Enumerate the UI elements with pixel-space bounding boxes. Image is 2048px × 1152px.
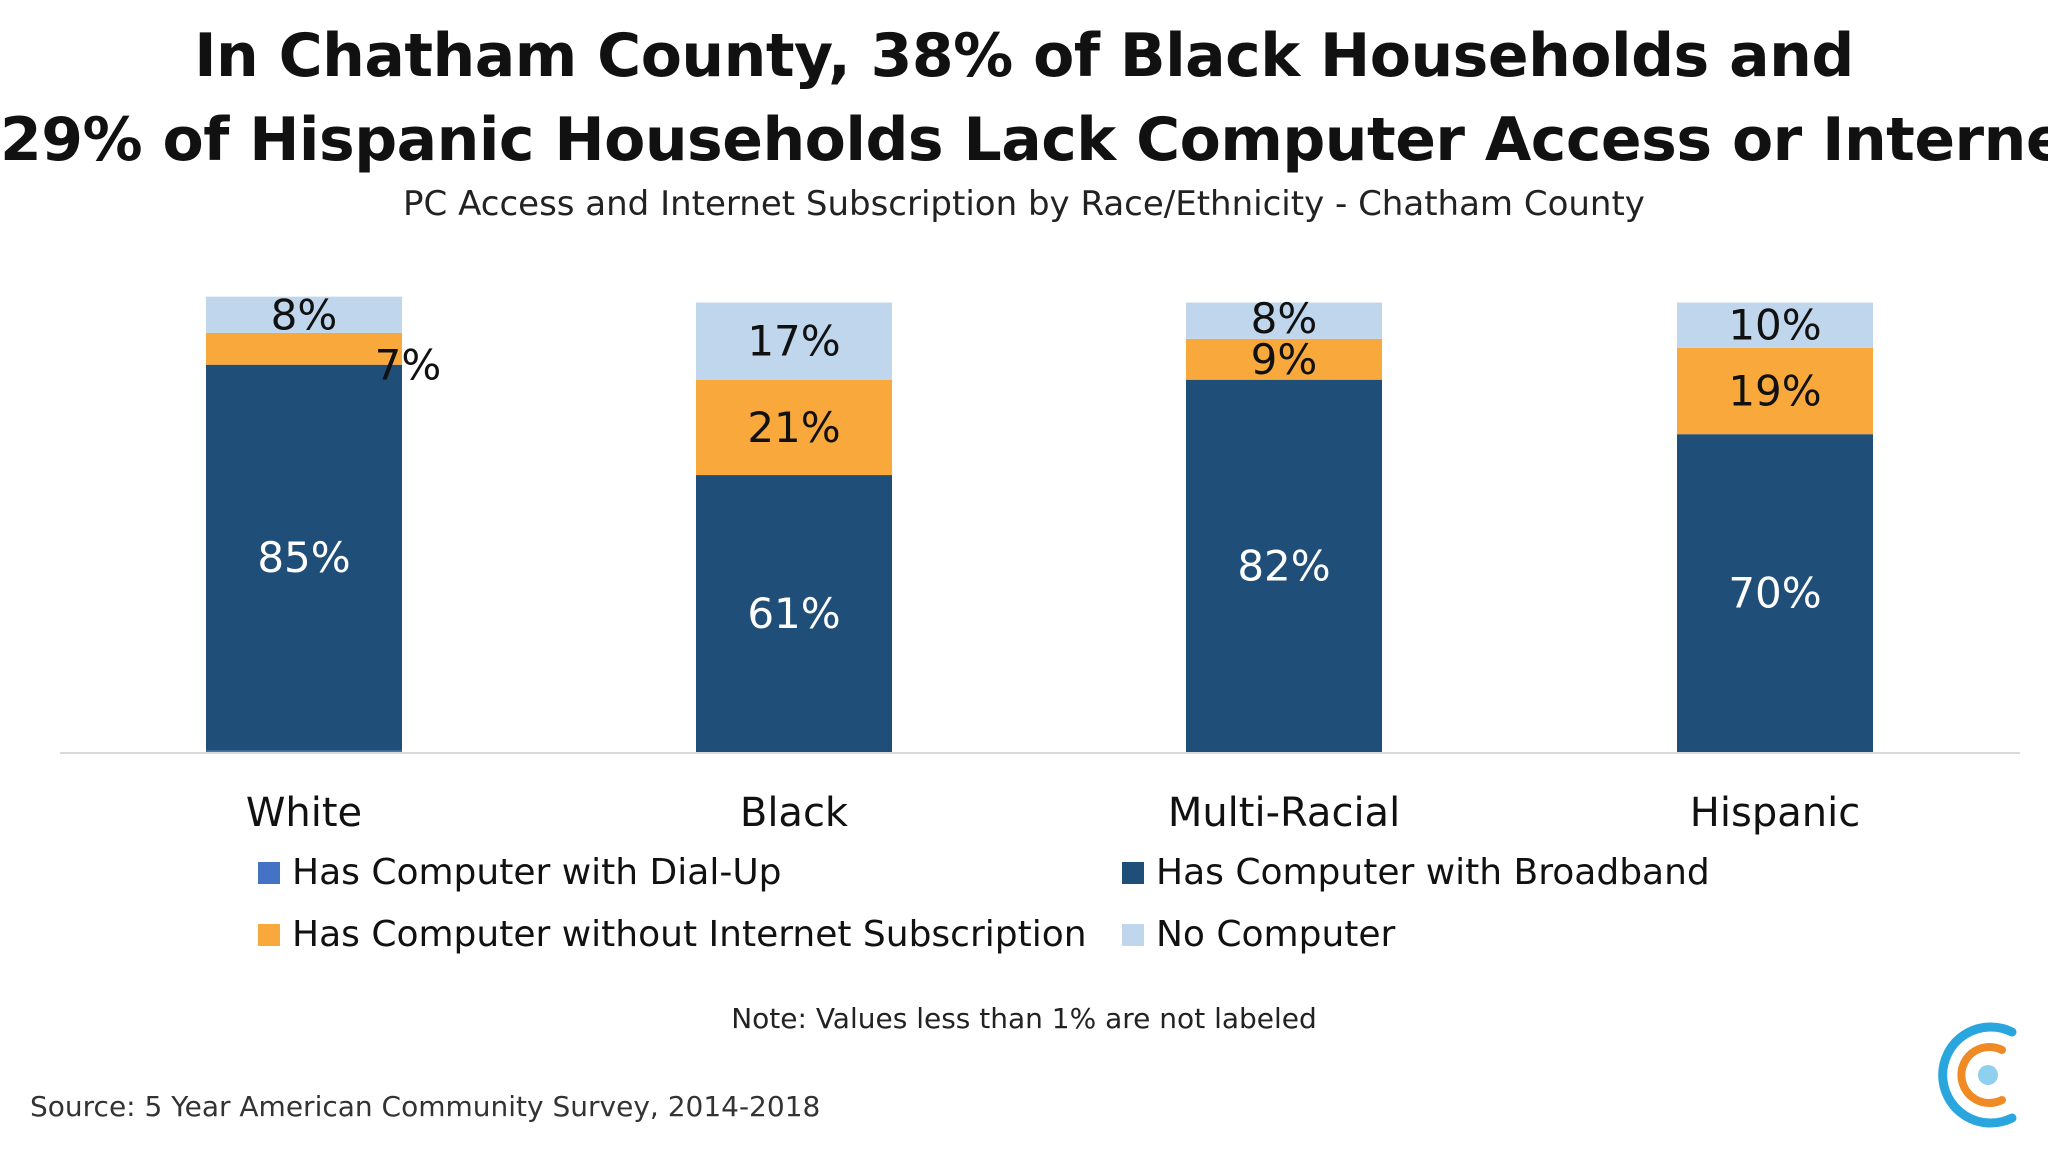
data-label-black-no-internet: 21%: [747, 403, 840, 452]
data-label-black-no-computer: 17%: [747, 317, 840, 366]
bar-multi-racial-no-computer: [1186, 302, 1382, 339]
title-line-2: 29% of Hispanic Households Lack Computer…: [0, 105, 2048, 175]
bar-hispanic-no-computer: [1677, 302, 1873, 348]
category-label-multi-racial: Multi-Racial: [1168, 790, 1400, 836]
category-label-white: White: [246, 790, 362, 836]
bar-white-no-computer: [206, 296, 402, 333]
data-label-multi-racial-broadband: 82%: [1237, 541, 1330, 590]
logo-outer-arc: [1938, 1022, 2017, 1128]
bar-multi-racial-broadband: [1186, 379, 1382, 752]
data-label-white-no-computer: 8%: [271, 290, 338, 339]
bar-black-no-internet: [696, 379, 892, 476]
organization-logo-icon: [1938, 1022, 2017, 1128]
data-label-multi-racial-no-computer: 8%: [1251, 294, 1318, 343]
data-label-hispanic-broadband: 70%: [1728, 569, 1821, 618]
bar-hispanic-broadband: [1677, 434, 1873, 752]
data-label-hispanic-no-computer: 10%: [1728, 301, 1821, 350]
chart-subtitle: PC Access and Internet Subscription by R…: [403, 184, 1645, 224]
data-label-hispanic-no-internet: 19%: [1728, 367, 1821, 416]
title-line-1: In Chatham County, 38% of Black Househol…: [194, 21, 1854, 91]
chart-note: Note: Values less than 1% are not labele…: [731, 1002, 1317, 1035]
source-citation: Source: 5 Year American Community Survey…: [30, 1090, 821, 1123]
data-label-white-broadband: 85%: [257, 533, 350, 582]
data-label-multi-racial-no-internet: 9%: [1251, 335, 1318, 384]
category-label-hispanic: Hispanic: [1690, 790, 1860, 836]
data-label-white-no-internet: 7%: [375, 340, 442, 389]
bar-white-broadband: [206, 364, 402, 751]
bar-white-no-internet: [206, 332, 402, 365]
bar-black-broadband: [696, 475, 892, 752]
chart-title: In Chatham County, 38% of Black Househol…: [0, 14, 2048, 182]
category-label-black: Black: [740, 790, 849, 836]
bar-multi-racial-no-internet: [1186, 338, 1382, 380]
bar-hispanic-no-internet: [1677, 347, 1873, 435]
bar-white-dialup: [206, 750, 402, 752]
bar-black-no-computer: [696, 302, 892, 380]
logo-middle-arc: [1957, 1043, 2006, 1107]
data-label-black-broadband: 61%: [747, 589, 840, 638]
logo-center-dot: [1978, 1065, 1998, 1085]
